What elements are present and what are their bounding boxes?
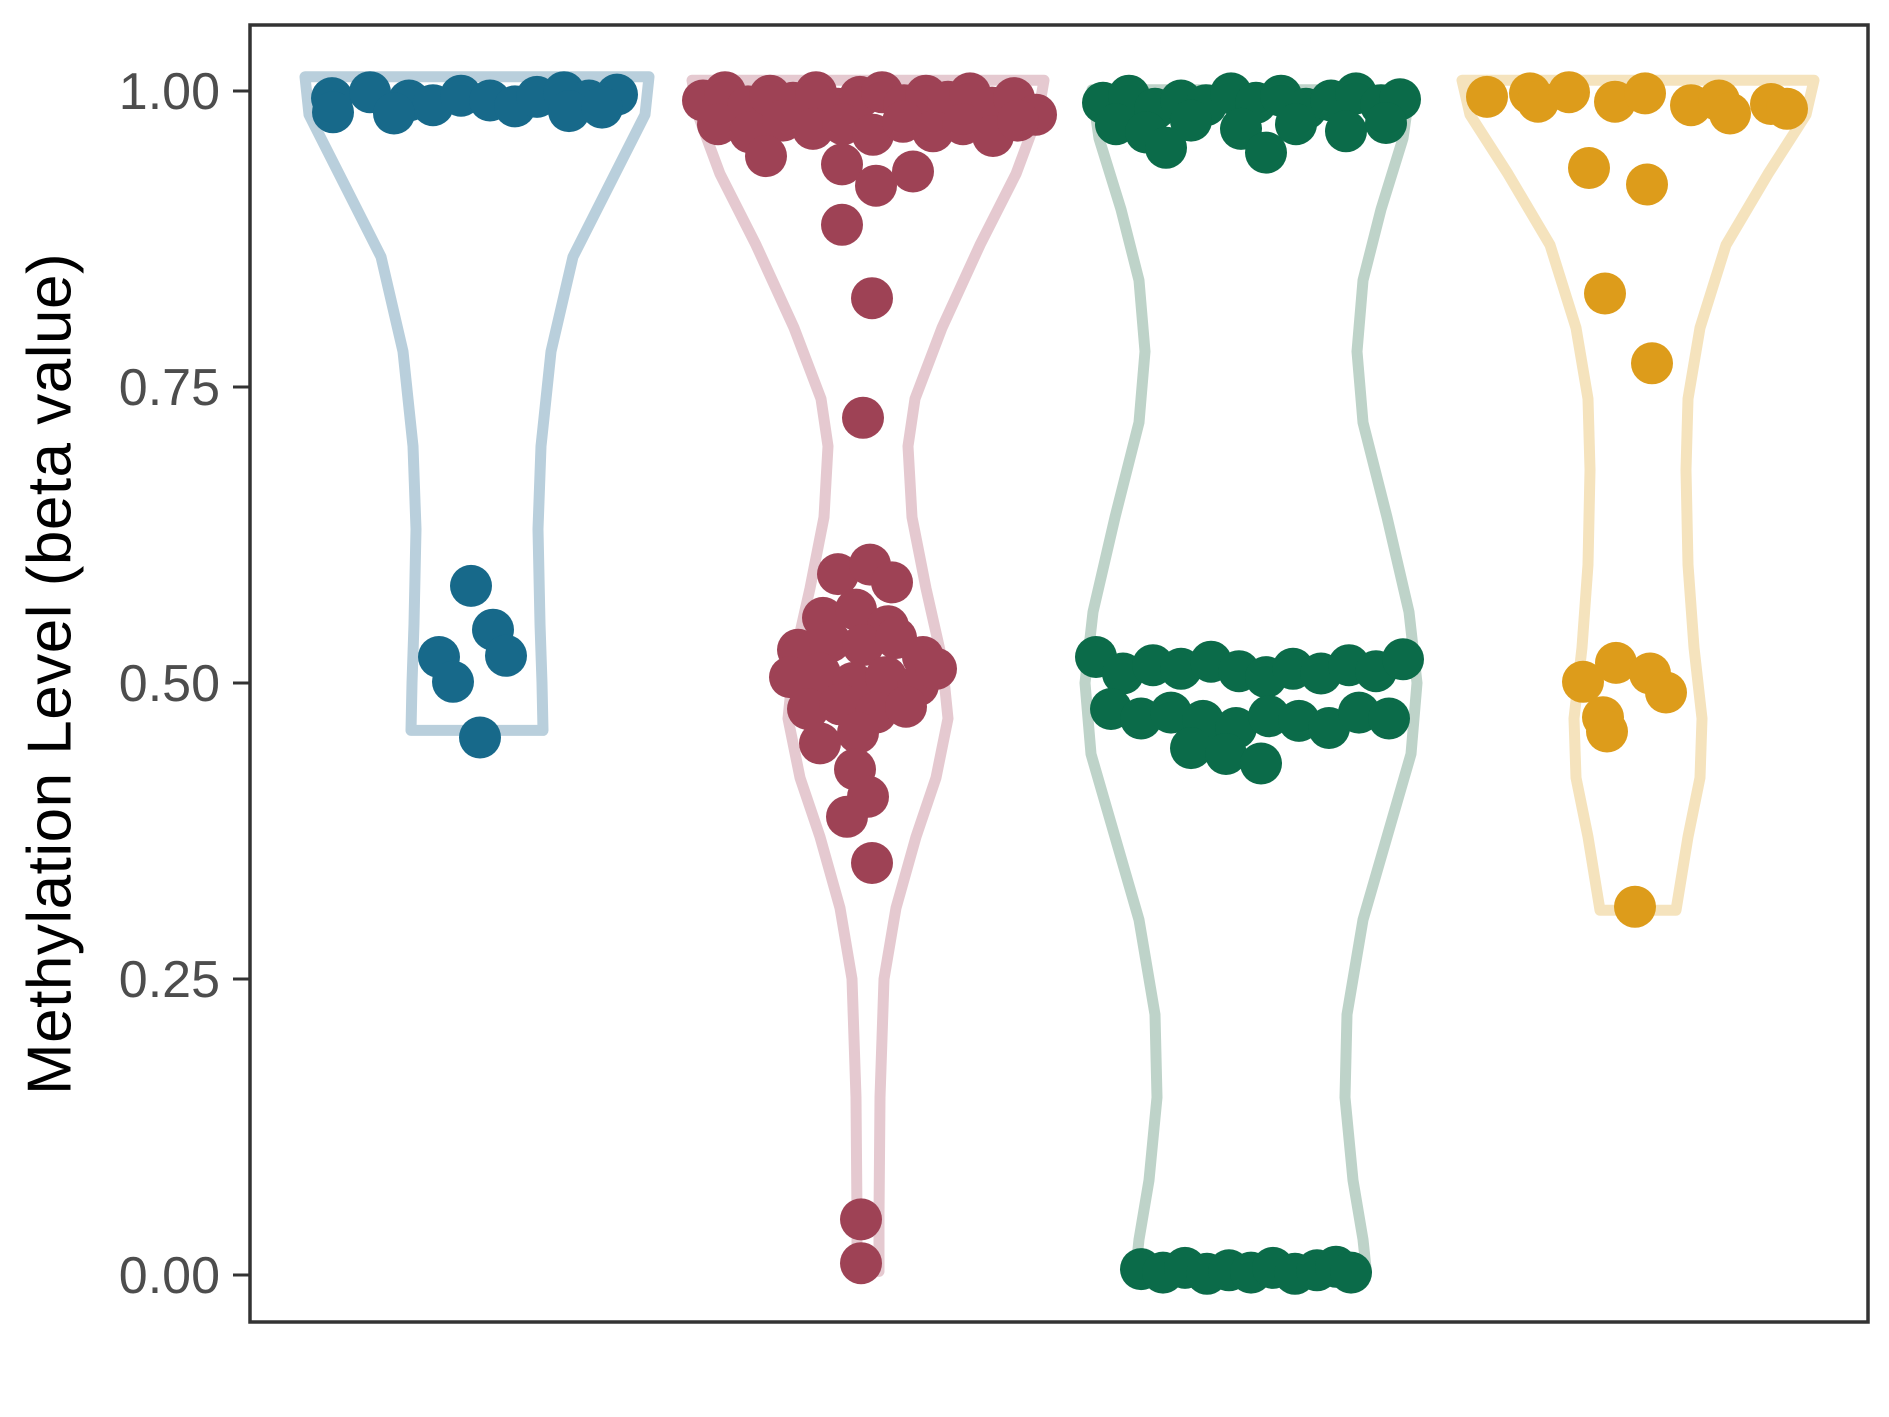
data-point-violin-2 (885, 685, 927, 728)
y-tick-label: 0.50 (119, 655, 220, 713)
data-point-violin-3 (1368, 697, 1410, 740)
data-point-violin-2 (799, 652, 841, 695)
data-point-violin-1 (373, 92, 415, 135)
data-point-violin-2 (851, 277, 893, 320)
data-point-violin-2 (826, 795, 868, 838)
data-point-violin-4 (1624, 72, 1666, 115)
data-point-violin-4 (1709, 92, 1751, 135)
data-point-violin-3 (1275, 103, 1317, 146)
data-point-violin-2 (842, 624, 884, 667)
data-point-violin-2 (855, 164, 897, 207)
data-point-violin-3 (1240, 742, 1282, 785)
data-point-violin-3 (1205, 733, 1247, 775)
data-point-violin-4 (1584, 272, 1626, 315)
data-point-violin-4 (1586, 710, 1628, 753)
data-point-violin-2 (837, 711, 879, 754)
data-point-violin-4 (1562, 660, 1604, 703)
data-point-violin-2 (840, 1198, 882, 1241)
data-point-violin-1 (485, 634, 527, 677)
data-point-violin-3 (1325, 110, 1367, 153)
y-tick-label: 0.00 (119, 1247, 220, 1305)
y-axis-title: Methylation Level (beta value) (15, 252, 85, 1095)
data-point-violin-4 (1766, 87, 1808, 130)
data-point-violin-3 (1330, 1251, 1372, 1294)
data-point-violin-2 (865, 656, 907, 699)
data-point-violin-4 (1631, 342, 1673, 385)
data-point-violin-2 (871, 561, 913, 604)
violin-outline-violin-4 (1456, 74, 1820, 916)
data-point-violin-1 (450, 564, 492, 607)
data-point-violin-3 (1365, 102, 1407, 144)
data-point-violin-2 (915, 647, 957, 690)
data-point-violin-4 (1645, 671, 1687, 714)
y-tick-label: 1.00 (119, 63, 220, 121)
data-point-violin-4 (1466, 75, 1508, 118)
data-point-violin-4 (1614, 885, 1656, 928)
data-point-violin-1 (548, 90, 590, 133)
y-tick-label: 0.75 (119, 359, 220, 417)
data-point-violin-2 (851, 842, 893, 884)
data-point-violin-1 (581, 86, 623, 129)
data-point-violin-2 (697, 103, 739, 146)
data-point-violin-3 (1170, 727, 1212, 770)
data-point-violin-1 (459, 716, 501, 759)
data-point-violin-4 (1568, 147, 1610, 189)
data-point-violin-2 (840, 1242, 882, 1285)
data-point-violin-3 (1145, 126, 1187, 169)
data-point-violin-1 (432, 660, 474, 703)
data-point-violin-3 (1170, 99, 1212, 142)
data-point-violin-3 (1150, 691, 1192, 734)
data-point-violin-2 (821, 143, 863, 186)
data-point-violin-2 (835, 588, 877, 631)
data-point-violin-2 (745, 135, 787, 178)
data-point-violin-3 (1245, 131, 1287, 174)
data-point-violin-2 (892, 150, 934, 193)
data-point-violin-1 (312, 91, 354, 134)
violin-outline-violin-1 (299, 71, 655, 736)
data-point-violin-4 (1626, 163, 1668, 206)
data-point-violin-3 (1382, 638, 1424, 681)
data-point-violin-2 (842, 396, 884, 439)
data-point-violin-2 (799, 722, 841, 765)
data-point-violin-2 (787, 688, 829, 730)
data-point-violin-2 (817, 553, 859, 596)
data-point-violin-4 (1595, 641, 1637, 684)
data-point-violin-2 (809, 620, 851, 663)
data-point-violin-2 (821, 203, 863, 246)
data-point-violin-4 (1548, 71, 1590, 114)
y-tick-label: 0.25 (119, 951, 220, 1009)
panel-border (248, 23, 1870, 1324)
data-point-violin-2 (997, 99, 1039, 142)
